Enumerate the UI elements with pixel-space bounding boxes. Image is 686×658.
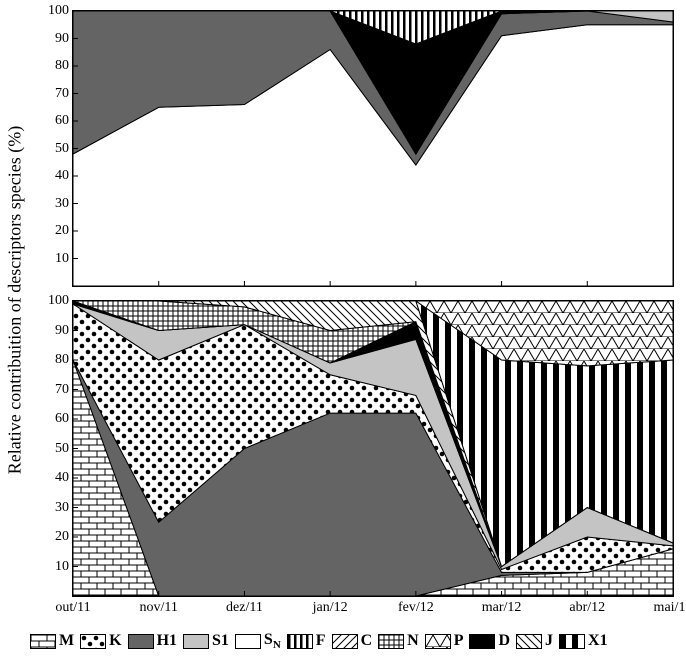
legend-item-F: F [287,632,326,650]
legend-swatch [469,634,495,649]
legend-item-X1: X1 [559,632,608,650]
legend-item-K: K [80,632,121,650]
y-tick-label: 70 [55,86,69,102]
legend-item-N: N [378,632,419,650]
legend-label: N [407,632,419,650]
y-tick-label: 80 [55,352,69,368]
legend-swatch [559,634,585,649]
legend-label: M [59,632,74,650]
legend-item-S1: S1 [183,632,229,650]
y-tick-label: 40 [55,168,69,184]
legend-item-J: J [516,632,553,650]
legend-label: H1 [157,632,177,650]
bottom-chart-panel: 102030405060708090100out/11nov/11dez/11j… [72,300,674,597]
x-tick-label: nov/11 [140,600,178,616]
legend-swatch [80,634,106,649]
legend-swatch [183,634,209,649]
legend-label: D [498,632,510,650]
legend-item-C: C [332,632,373,650]
y-tick-label: 100 [48,3,69,19]
legend-label: P [454,632,464,650]
legend-swatch [516,634,542,649]
y-tick-label: 60 [55,411,69,427]
x-tick-label: out/11 [55,600,90,616]
legend-swatch [128,634,154,649]
legend-item-H1: H1 [128,632,177,650]
legend-item-P: P [425,632,464,650]
x-tick-label: abr/12 [569,600,605,616]
y-tick-label: 90 [55,323,69,339]
legend-label: K [109,632,121,650]
y-tick-label: 60 [55,113,69,129]
y-tick-label: 10 [55,559,69,575]
legend-label: J [545,632,553,650]
legend-swatch [30,634,56,649]
legend-label: SN [264,631,281,651]
top-chart-panel: 102030405060708090100 [72,10,674,287]
y-tick-label: 70 [55,382,69,398]
y-tick-label: 30 [55,196,69,212]
legend-item-SN: SN [235,631,281,651]
x-tick-label: jan/12 [313,600,348,616]
legend-label: S1 [212,632,229,650]
x-tick-label: fev/12 [398,600,434,616]
legend-swatch [287,634,313,649]
x-tick-label: mar/12 [482,600,522,616]
y-tick-label: 100 [48,293,69,309]
legend-item-D: D [469,632,510,650]
legend-swatch [425,634,451,649]
legend-label: F [316,632,326,650]
legend-label: X1 [588,632,608,650]
legend-swatch [332,634,358,649]
y-tick-label: 50 [55,141,69,157]
chart-svg [73,301,673,596]
legend: M K H1 S1 SN F C N P D J X1 [30,630,680,652]
x-tick-label: mai/12 [654,600,686,616]
y-tick-label: 30 [55,500,69,516]
y-tick-label: 20 [55,223,69,239]
legend-swatch [378,634,404,649]
legend-label: C [361,632,373,650]
y-axis-label: Relative contribuition of descriptors sp… [5,126,26,474]
y-tick-label: 80 [55,58,69,74]
x-tick-label: dez/11 [226,600,263,616]
y-tick-label: 20 [55,529,69,545]
legend-swatch [235,634,261,649]
legend-item-M: M [30,632,74,650]
chart-svg [73,11,673,286]
y-tick-label: 90 [55,31,69,47]
y-tick-label: 40 [55,470,69,486]
y-tick-label: 10 [55,251,69,267]
y-tick-label: 50 [55,441,69,457]
figure: Relative contribuition of descriptors sp… [0,0,686,658]
